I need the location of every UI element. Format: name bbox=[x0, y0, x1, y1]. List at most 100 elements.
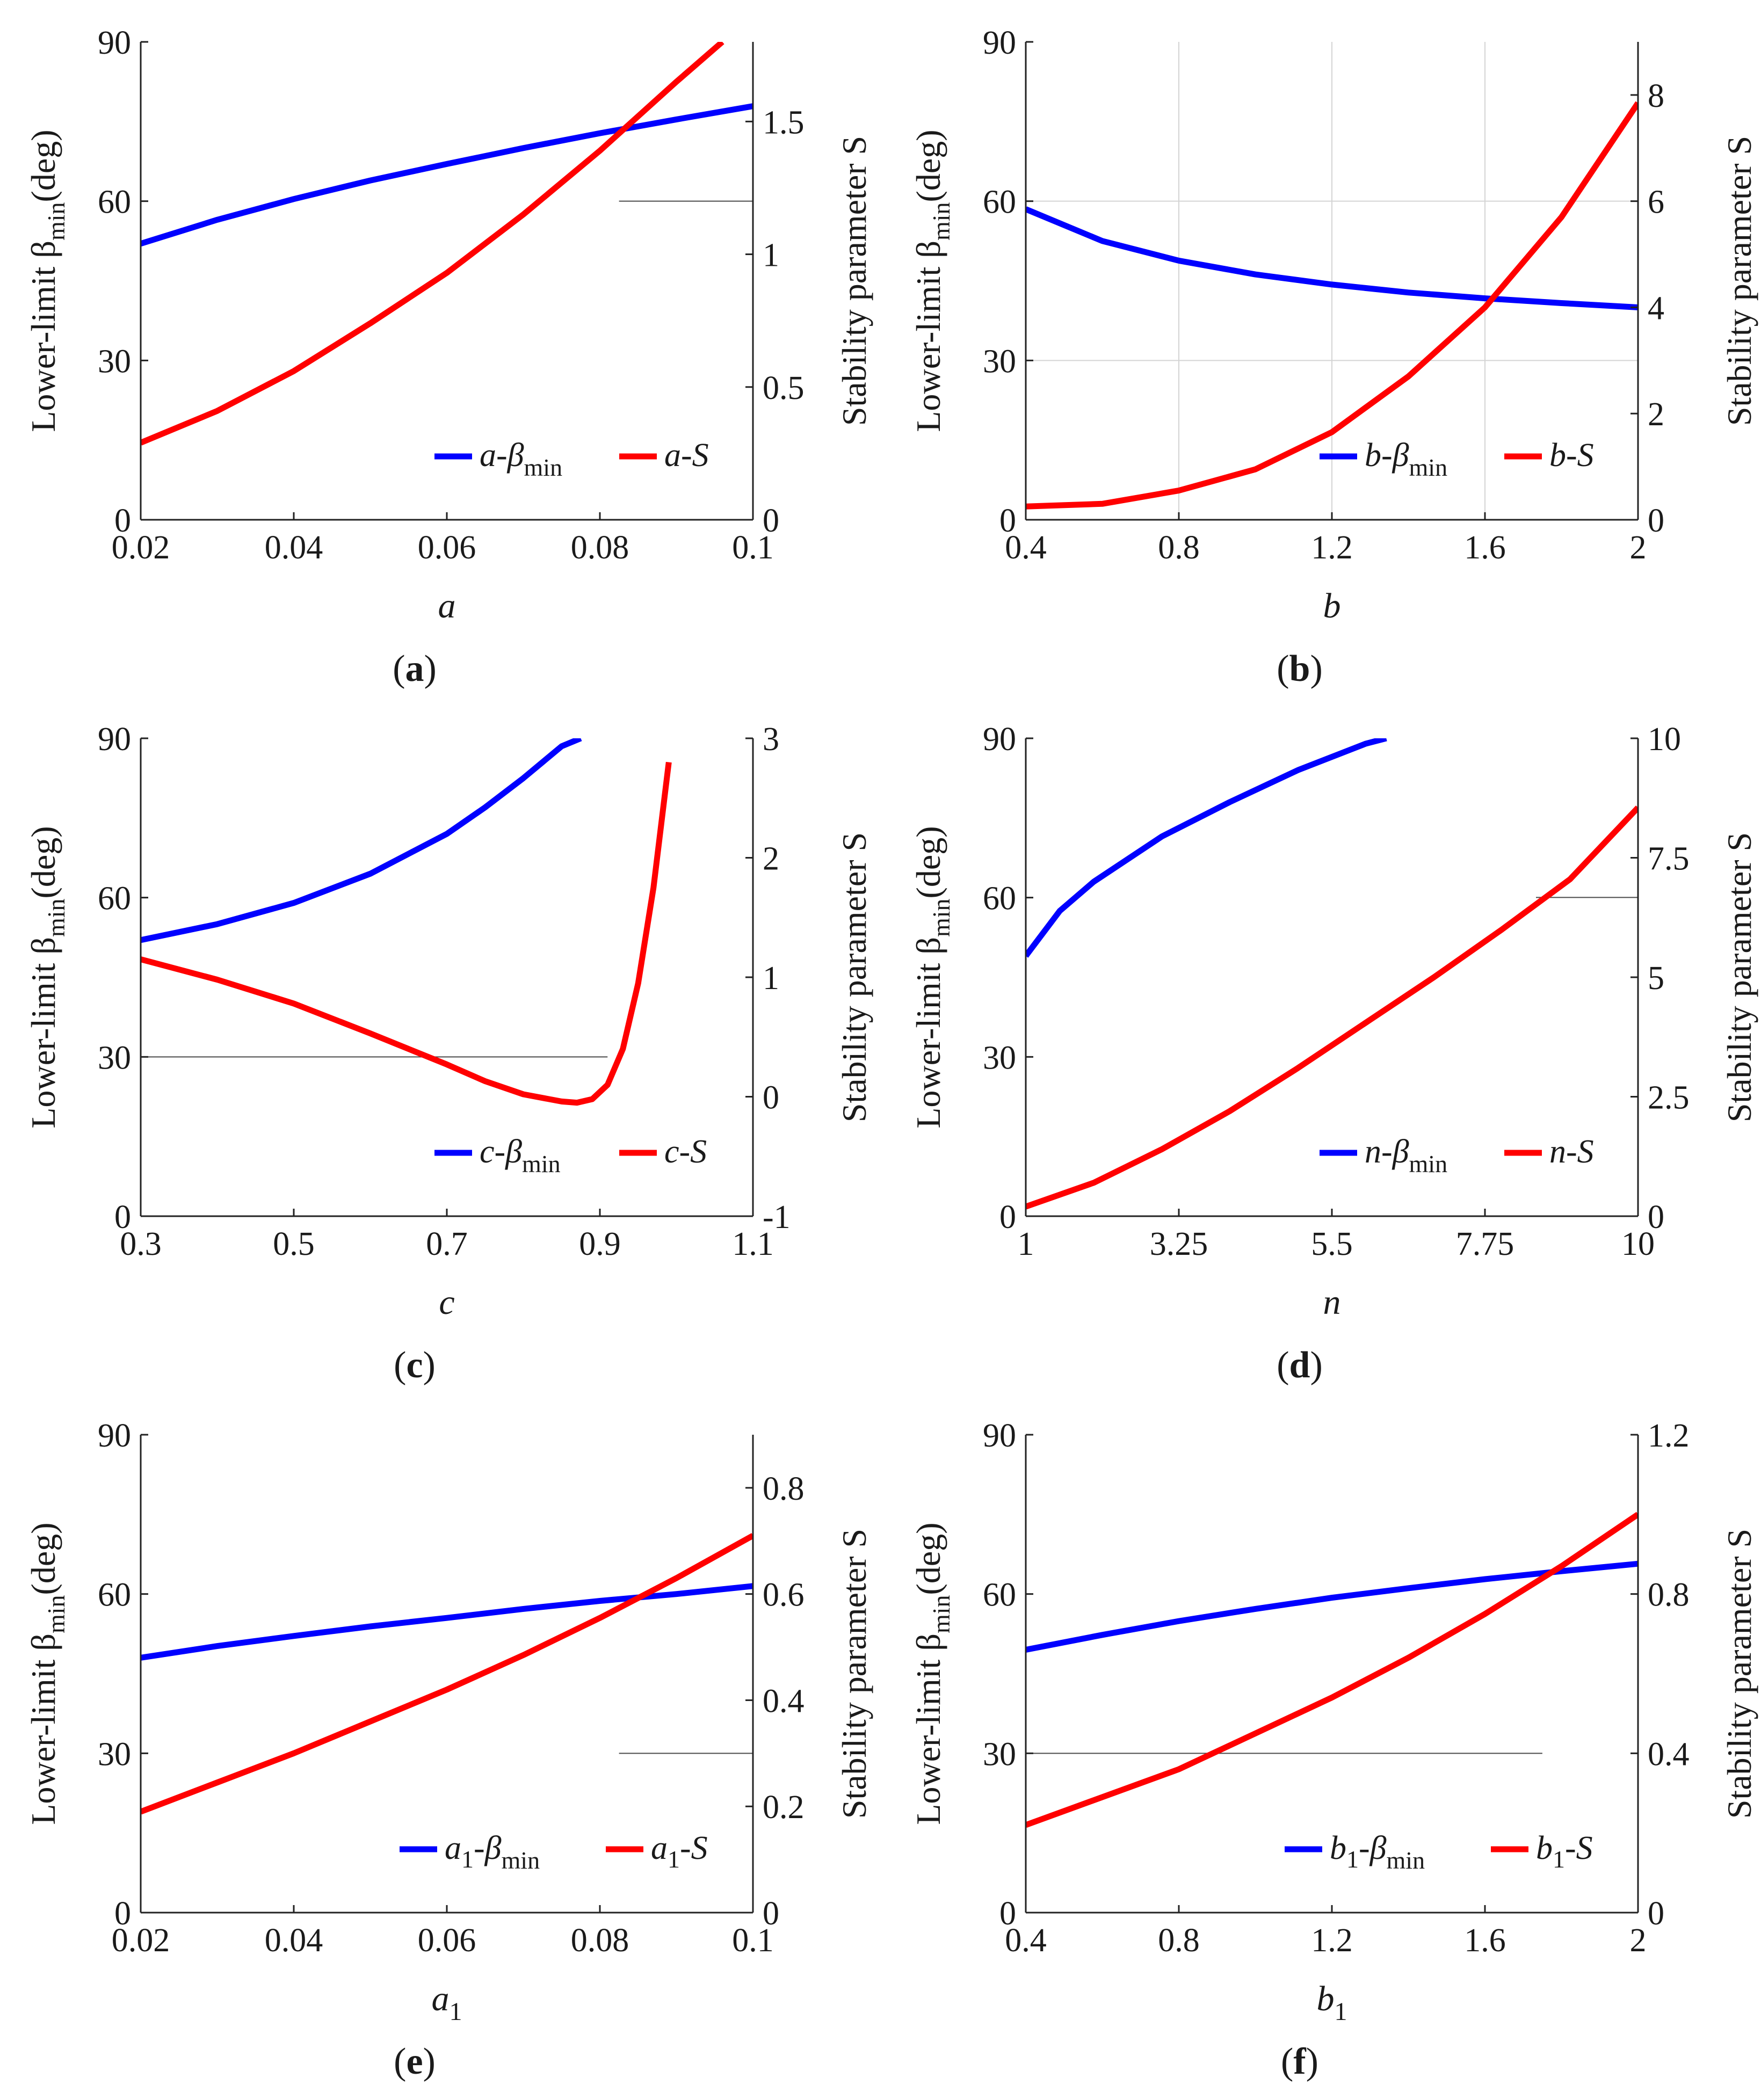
legend: c-βmin c-S bbox=[434, 1133, 707, 1178]
y-left-tick-label: 30 bbox=[983, 1040, 1016, 1076]
y-right-tick-label: 1.5 bbox=[763, 104, 805, 141]
y-right-label: Stability parameter S bbox=[1720, 832, 1758, 1122]
x-tick-label: 10 bbox=[1621, 1226, 1655, 1262]
caption-paren: ) bbox=[1310, 648, 1322, 689]
y-left-tick-label: 60 bbox=[983, 881, 1016, 917]
x-tick-label: 0.04 bbox=[265, 529, 323, 566]
series-line-beta bbox=[141, 103, 753, 247]
x-tick-label: 0.08 bbox=[571, 529, 629, 566]
x-tick-label: 0.08 bbox=[571, 1922, 629, 1959]
legend-beta-sub: min bbox=[1409, 1150, 1448, 1178]
panel-caption: (b) bbox=[1277, 648, 1323, 689]
x-axis-label-main: b bbox=[1317, 1979, 1335, 2018]
y-left-label: Lower-limit βmin(deg) bbox=[909, 826, 955, 1128]
y-right-tick-label: 0.4 bbox=[763, 1683, 805, 1719]
x-axis-label-main: c bbox=[439, 1283, 454, 1322]
y-left-tick-label: 60 bbox=[983, 1577, 1016, 1614]
x-tick-label: 0.8 bbox=[1158, 529, 1200, 566]
panel-caption: (d) bbox=[1277, 1345, 1323, 1386]
legend-var: a bbox=[651, 1830, 668, 1866]
y-right-tick-label: 0.2 bbox=[763, 1789, 805, 1826]
y-right-tick-label: 5 bbox=[1648, 960, 1664, 997]
legend: n-βmin n-S bbox=[1320, 1133, 1594, 1178]
chart-panel-c: 0.3 0.5 0.7 0.9 1.1 0 30 60 90 -1 0 1 2 3 Lower-limit … bbox=[24, 721, 873, 1386]
x-axis-label-sub: 1 bbox=[1335, 1997, 1347, 2026]
y-left-tick-label: 90 bbox=[983, 25, 1016, 61]
legend-beta: -β bbox=[1359, 1830, 1387, 1866]
y-right-tick-label: 4 bbox=[1648, 290, 1664, 326]
y-left-label-main: Lower-limit β bbox=[24, 241, 62, 432]
legend-var: a bbox=[445, 1830, 461, 1866]
legend-s: a-S bbox=[664, 437, 709, 474]
x-axis-label-sub: 1 bbox=[450, 1997, 462, 2026]
y-left-label-main: Lower-limit β bbox=[909, 241, 947, 432]
legend-beta: -β bbox=[474, 1830, 502, 1866]
x-tick-label: 0.1 bbox=[732, 1922, 774, 1959]
y-right-label: Stability parameter S bbox=[835, 832, 873, 1122]
caption-paren: ) bbox=[424, 648, 437, 689]
y-right-tick-label: 0 bbox=[763, 1080, 779, 1116]
caption-letter: b bbox=[1289, 648, 1310, 689]
x-axis-label: n bbox=[1323, 1283, 1341, 1322]
y-left-tick-label: 30 bbox=[98, 343, 131, 380]
series-line-s bbox=[141, 761, 672, 1106]
legend-label-s: n-S bbox=[1549, 1133, 1594, 1170]
y-left-tick-label: 90 bbox=[98, 721, 131, 758]
caption-letter: c bbox=[406, 1345, 423, 1386]
y-left-label-unit: (deg) bbox=[24, 1522, 62, 1595]
series-line-beta bbox=[1026, 1560, 1638, 1653]
x-tick-label: 0.1 bbox=[732, 529, 774, 566]
series-line-s bbox=[1026, 805, 1638, 1210]
y-right-tick-label: 6 bbox=[1648, 184, 1664, 221]
y-left-label: Lower-limit βmin(deg) bbox=[24, 826, 70, 1128]
y-left-tick-label: 30 bbox=[98, 1040, 131, 1076]
panel-caption: (f) bbox=[1281, 2041, 1318, 2082]
y-right-tick-label: 0 bbox=[763, 503, 779, 539]
caption-paren: ) bbox=[423, 1345, 436, 1386]
y-left-label-sub: min bbox=[927, 898, 955, 937]
panel-caption: (e) bbox=[394, 2041, 436, 2082]
y-left-label-sub: min bbox=[42, 202, 70, 241]
y-left-label-sub: min bbox=[927, 1595, 955, 1633]
legend-s: -S bbox=[680, 1830, 708, 1866]
caption-paren: ) bbox=[1306, 2041, 1318, 2082]
x-tick-label: 1.6 bbox=[1464, 1922, 1506, 1959]
y-left-tick-label: 30 bbox=[983, 1736, 1016, 1772]
y-left-tick-label: 60 bbox=[98, 184, 131, 221]
x-axis-label: b1 bbox=[1317, 1979, 1347, 2026]
y-left-label-sub: min bbox=[42, 898, 70, 937]
x-tick-label: 0.04 bbox=[265, 1922, 323, 1959]
x-tick-label: 0.7 bbox=[426, 1226, 468, 1262]
legend-beta-sub: min bbox=[524, 454, 563, 481]
legend-s: c-S bbox=[664, 1133, 707, 1170]
x-tick-label: 1.2 bbox=[1311, 1922, 1353, 1959]
y-right-tick-label: 0 bbox=[763, 1895, 779, 1932]
legend-var-sub: 1 bbox=[668, 1845, 680, 1873]
y-left-tick-label: 0 bbox=[999, 1199, 1016, 1236]
y-right-tick-label: 2 bbox=[763, 841, 779, 877]
y-left-label: Lower-limit βmin(deg) bbox=[24, 1522, 70, 1825]
legend-s: n-S bbox=[1549, 1133, 1594, 1170]
series-line-beta bbox=[1026, 206, 1638, 310]
y-left-label-unit: (deg) bbox=[909, 826, 947, 898]
x-tick-label: 0.06 bbox=[418, 1922, 476, 1959]
chart-panel-d: 1 3.25 5.5 7.75 10030609002.557.510Lower-lim… bbox=[909, 721, 1758, 1386]
legend-var-sub: 1 bbox=[1346, 1845, 1359, 1873]
x-tick-label: 1.2 bbox=[1311, 529, 1353, 566]
x-axis-label: a bbox=[438, 586, 456, 626]
caption-letter: f bbox=[1293, 2041, 1306, 2082]
y-left-label-main: Lower-limit β bbox=[24, 937, 62, 1129]
y-left-tick-label: 90 bbox=[983, 1418, 1016, 1454]
y-left-tick-label: 0 bbox=[999, 1895, 1016, 1932]
y-right-tick-label: 10 bbox=[1648, 721, 1681, 758]
y-right-label: Stability parameter S bbox=[1720, 136, 1758, 426]
caption-paren: ( bbox=[393, 648, 405, 689]
legend-label-beta: c-βmin bbox=[480, 1133, 561, 1178]
legend-var-sub: 1 bbox=[1553, 1845, 1565, 1873]
panel-caption: (a) bbox=[393, 648, 437, 689]
y-right-tick-label: 1 bbox=[763, 960, 779, 997]
y-right-tick-label: 0.5 bbox=[763, 370, 805, 406]
y-right-tick-label: 8 bbox=[1648, 78, 1664, 114]
